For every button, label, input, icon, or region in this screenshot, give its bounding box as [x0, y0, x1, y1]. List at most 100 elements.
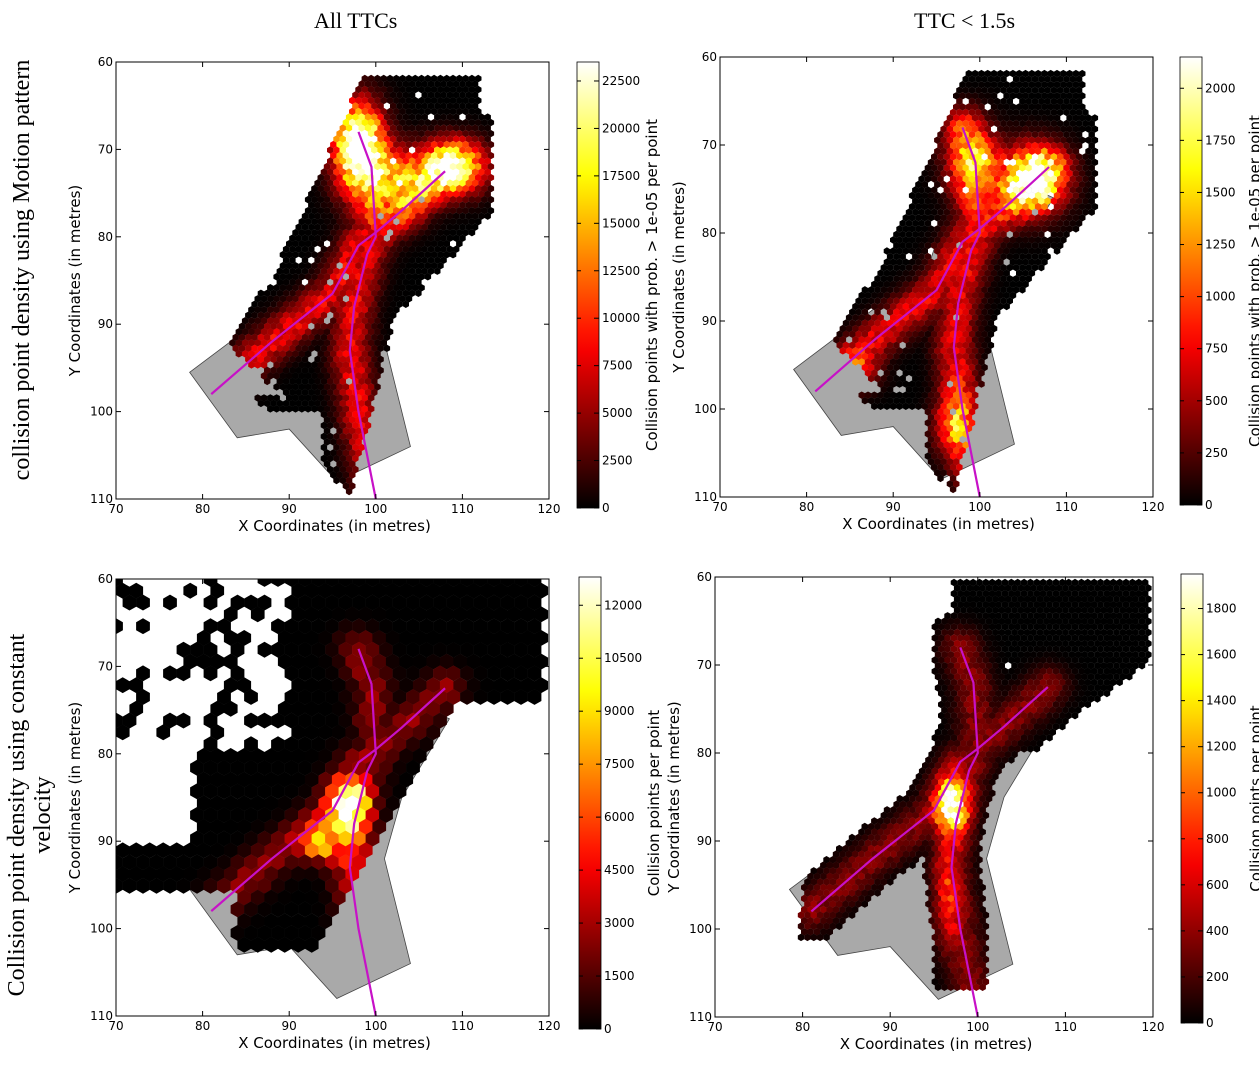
hexbin-cell [943, 197, 950, 205]
hexbin-cell [355, 218, 362, 226]
hexbin-cell [874, 374, 881, 383]
hexbin-cell [1033, 589, 1041, 598]
hexbin-cell [484, 212, 491, 220]
hexbin-cell [295, 388, 302, 397]
hexbin-cell [318, 795, 333, 812]
hexbin-cell [361, 273, 369, 281]
hexbin-cell [1145, 628, 1152, 637]
hexbin-cell [941, 650, 948, 659]
hexbin-cell [1094, 584, 1101, 592]
hexbin-cell [342, 339, 350, 347]
hexbin-cell [323, 383, 331, 391]
hexbin-cell [345, 113, 353, 121]
hexbin-cell [1053, 214, 1061, 222]
hexbin-cell [323, 173, 331, 182]
hexbin-cell [355, 317, 362, 325]
hexbin-cell [333, 322, 340, 330]
hexbin-cell [921, 247, 928, 255]
hexbin-cell [393, 129, 400, 138]
hexbin-cell [963, 811, 970, 820]
hexbin-cell [419, 618, 434, 635]
hexbin-cell [352, 102, 359, 110]
hexbin-cell [352, 179, 359, 187]
hexbin-cell [1044, 86, 1051, 94]
hexbin-cell [944, 756, 951, 764]
hexbin-cell [475, 85, 482, 94]
hexbin-cell [352, 322, 359, 330]
hexbin-cell [915, 280, 922, 288]
hexbin-cell [902, 258, 910, 266]
hexbin-cell [1004, 739, 1012, 748]
hexbin-cell [349, 449, 356, 457]
hexbin-cell [1039, 700, 1047, 709]
hexbin-cell [471, 157, 479, 165]
hexbin-cell [500, 594, 515, 611]
hexbin-cell [965, 369, 973, 377]
hexbin-cell [1024, 595, 1031, 603]
hexbin-cell [475, 207, 482, 215]
hexbin-cell [1065, 678, 1072, 687]
hexbin-cell [893, 264, 900, 272]
hexbin-cell [254, 317, 261, 325]
hexbin-cell [943, 119, 950, 128]
hexbin-cell [338, 712, 353, 729]
hexbin-cell [934, 302, 941, 311]
hexbin-cell [1066, 114, 1073, 122]
hexbin-cell [976, 689, 983, 698]
hexbin-cell [1033, 722, 1041, 731]
hexbin-cell [386, 317, 394, 325]
hexbin-cell [1050, 241, 1058, 250]
hexbin-cell [317, 328, 324, 336]
hexbin-cell [997, 291, 1004, 300]
hexbin-cell [1017, 695, 1025, 703]
hexbin-cell [251, 300, 258, 308]
hexbin-cell [468, 107, 476, 116]
hexbin-cell [317, 383, 324, 391]
hexbin-cell [1068, 706, 1076, 714]
trajectory-path-1 [814, 166, 1050, 393]
hexbin-cell [931, 419, 938, 427]
hexbin-cell [330, 394, 337, 402]
hexbin-cell [1016, 169, 1023, 178]
hexbin-cell [271, 759, 285, 776]
hexbin-cell [997, 269, 1004, 277]
hexbin-cell [1078, 601, 1085, 609]
hexbin-cell [896, 336, 903, 344]
hexbin-cell [960, 717, 967, 725]
hexbin-cell [1027, 601, 1034, 609]
hexbin-cell [912, 308, 919, 316]
hexbin-cell [1097, 578, 1104, 587]
hexbin-cell [279, 295, 287, 303]
hexbin-cell [928, 783, 935, 792]
hexbin-cell [1001, 756, 1009, 764]
hexbin-cell [989, 645, 996, 653]
hexbin-cell [1043, 584, 1050, 592]
hexbin-cell [355, 173, 362, 182]
hexbin-cell [908, 291, 916, 300]
hexbin-cell [1103, 667, 1111, 675]
hexbin-cell [393, 85, 400, 94]
hexbin-cell [915, 391, 922, 399]
hexbin-cell [924, 264, 932, 272]
hexbin-cell [396, 278, 403, 286]
hexbin-cell [848, 833, 856, 842]
hexbin-cell [1066, 169, 1073, 178]
hexbin-cell [129, 582, 144, 599]
hexbin-cell [985, 783, 993, 792]
hexbin-cell [336, 207, 343, 215]
hexbin-cell [1028, 214, 1036, 222]
hexbin-cell [434, 201, 441, 209]
hexbin-cell [276, 399, 283, 408]
hexbin-cell [304, 795, 319, 812]
hexbin-cell [342, 151, 350, 160]
hexbin-cell [1084, 645, 1091, 653]
hexbin-cell [298, 383, 306, 391]
hexbin-cell [1060, 203, 1067, 211]
hexbin-cell [248, 350, 255, 358]
hexbin-cell [969, 578, 977, 587]
hexbin-cell [1135, 656, 1142, 664]
hexbin-cell [927, 324, 935, 333]
hexbin-cell [361, 405, 369, 413]
hexbin-cell [380, 195, 387, 204]
